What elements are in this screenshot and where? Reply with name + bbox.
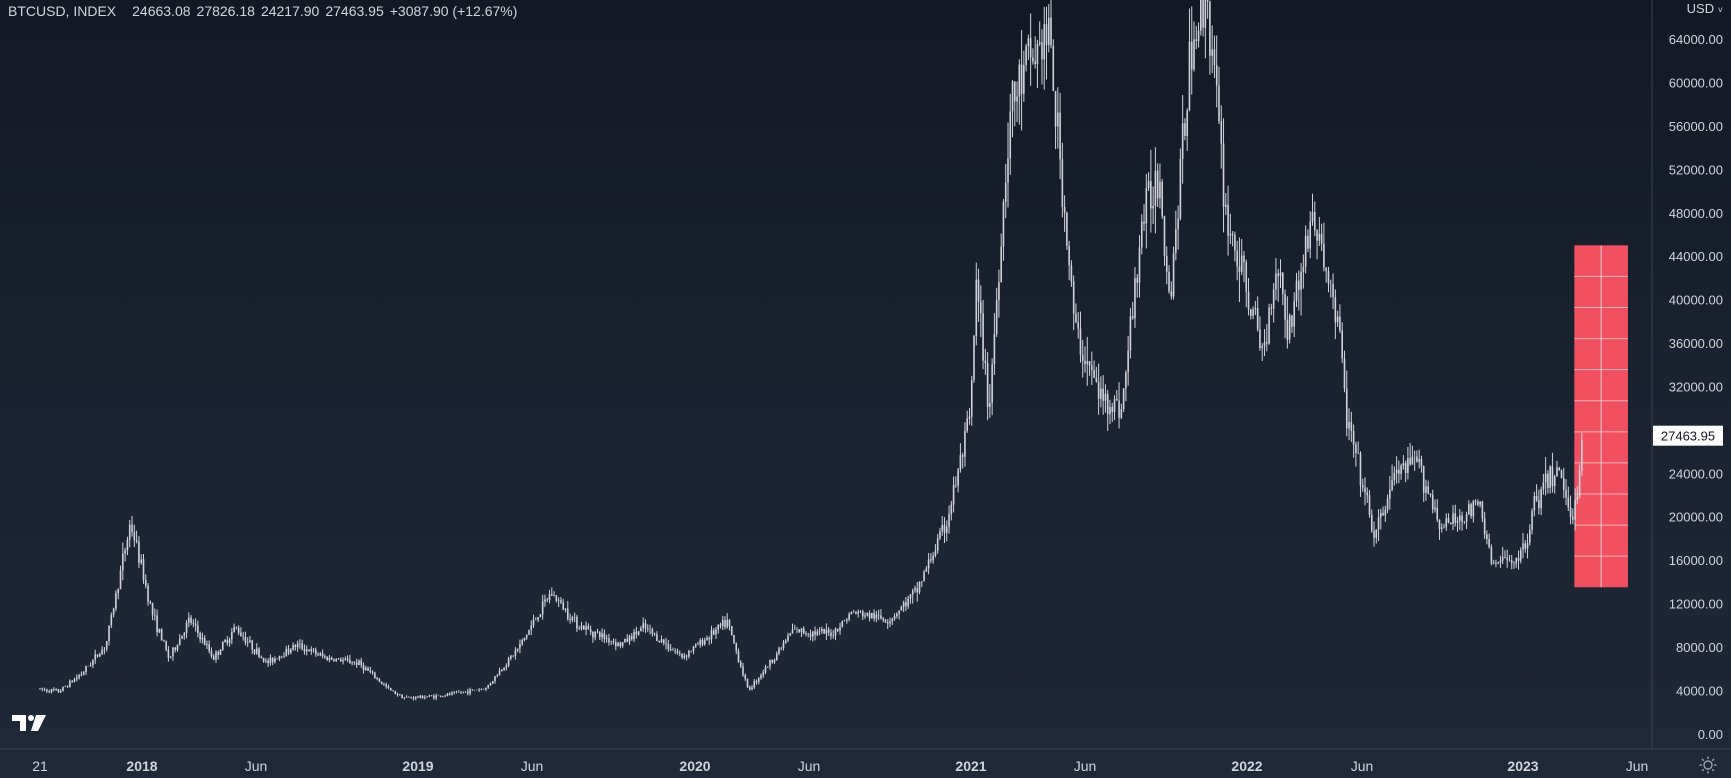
- y-tick-label: 56000.00: [1669, 119, 1723, 134]
- x-tick-label: 2022: [1231, 758, 1262, 774]
- y-tick-label: 40000.00: [1669, 293, 1723, 308]
- y-tick-label: 12000.00: [1669, 597, 1723, 612]
- legend-low: 24217.90: [260, 3, 320, 19]
- price-axis[interactable]: 0.00 4000.00 8000.00 12000.00 16000.00 20000.…: [1669, 32, 1723, 742]
- y-tick-label: 0.00: [1698, 727, 1723, 742]
- x-tick-label: Jun: [245, 758, 268, 774]
- last-price-text: 27463.95: [1661, 429, 1715, 444]
- x-tick-label: 2021: [955, 758, 986, 774]
- candles-layer: [39, 0, 1583, 701]
- time-axis[interactable]: 21 2018 Jun 2019 Jun 2020 Jun 2021 Jun 2022 Jun 202…: [32, 758, 1648, 774]
- last-price-label: 27463.95: [1653, 425, 1723, 446]
- x-tick-label: Jun: [798, 758, 821, 774]
- x-tick-label: 2019: [402, 758, 433, 774]
- legend-open: 24663.08: [132, 3, 191, 19]
- chevron-down-icon: ˅: [1717, 5, 1723, 15]
- y-tick-label: 32000.00: [1669, 379, 1723, 394]
- volume-block-layer: [1574, 245, 1628, 588]
- y-tick-label: 24000.00: [1669, 466, 1723, 481]
- x-tick-label: Jun: [1626, 758, 1649, 774]
- y-tick-label: 48000.00: [1669, 206, 1723, 221]
- x-tick-label: Jun: [1074, 758, 1097, 774]
- y-tick-label: 52000.00: [1669, 162, 1723, 177]
- y-tick-label: 20000.00: [1669, 510, 1723, 525]
- y-tick-label: 8000.00: [1676, 640, 1723, 655]
- y-tick-label: 64000.00: [1669, 32, 1723, 47]
- legend-high: 27826.18: [196, 3, 255, 19]
- legend-close: 27463.95: [325, 3, 384, 19]
- symbol-legend: BTCUSD, INDEX 24663.08 27826.18 24217.90…: [8, 3, 523, 19]
- y-tick-label: 44000.00: [1669, 249, 1723, 264]
- y-tick-label: 16000.00: [1669, 553, 1723, 568]
- currency-label: USD: [1686, 1, 1715, 16]
- x-tick-label: Jun: [1351, 758, 1374, 774]
- legend-symbol[interactable]: BTCUSD, INDEX: [8, 3, 117, 19]
- y-tick-label: 4000.00: [1676, 683, 1723, 698]
- x-tick-label: 21: [32, 758, 48, 774]
- gear-icon[interactable]: [1699, 756, 1717, 774]
- y-tick-label: 36000.00: [1669, 336, 1723, 351]
- y-tick-label: 60000.00: [1669, 75, 1723, 90]
- x-tick-label: 2018: [126, 758, 157, 774]
- x-tick-label: 2023: [1507, 758, 1538, 774]
- x-tick-label: Jun: [521, 758, 544, 774]
- currency-selector[interactable]: USD ˅: [1687, 1, 1723, 16]
- tradingview-logo-icon[interactable]: [12, 713, 48, 733]
- x-tick-label: 2020: [679, 758, 710, 774]
- legend-change: +3087.90 (+12.67%): [389, 3, 518, 19]
